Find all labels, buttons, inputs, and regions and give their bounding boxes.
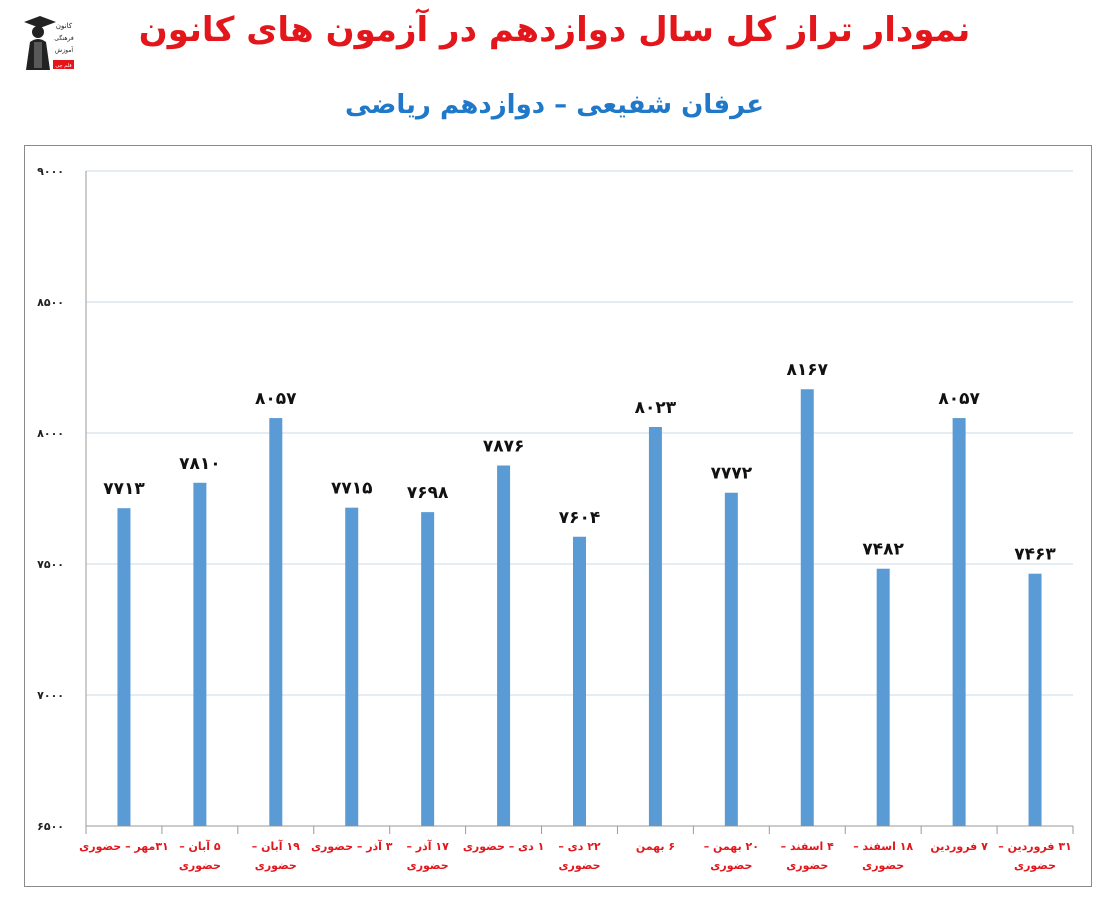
bar <box>269 418 283 826</box>
logo-text-1: کانون <box>56 22 73 30</box>
bar <box>497 465 511 826</box>
x-tick-label: ۵ آبان – <box>179 839 221 853</box>
data-label: ۷۷۱۵ <box>331 479 373 499</box>
chart-subtitle: عرفان شفیعی – دوازدهم ریاضی <box>344 90 765 120</box>
x-tick-label: ۷ فروردین <box>930 840 988 853</box>
kanoon-logo: کانون فرهنگی آموزش قلم چی <box>20 8 74 78</box>
bar <box>648 426 662 826</box>
x-tick-label: حضوری <box>179 859 221 872</box>
x-tick-label: حضوری <box>710 859 752 872</box>
y-tick-label: ۷۵۰۰ <box>37 558 64 571</box>
bar <box>573 536 586 826</box>
x-tick-label: ۱۹ آبان – <box>252 839 300 853</box>
y-tick-label: ۸۰۰۰ <box>37 427 64 440</box>
bar <box>952 418 966 826</box>
logo-text-4: قلم چی <box>55 63 72 69</box>
data-label: ۸۰۵۷ <box>255 389 297 409</box>
x-tick-label: حضوری <box>558 859 600 872</box>
logo-text-2: فرهنگی <box>54 34 74 42</box>
chart-title: نمودار تراز کل سال دوازدهم در آزمون های … <box>138 10 971 50</box>
data-label: ۷۸۷۶ <box>483 436 525 456</box>
x-tick-label: ۶ بهمن <box>636 840 675 853</box>
logo-text-3: آموزش <box>55 45 74 54</box>
data-label: ۷۶۹۸ <box>407 483 449 503</box>
x-tick-label: حضوری <box>255 859 297 872</box>
data-label: ۷۴۶۳ <box>1014 545 1056 565</box>
bar-chart: ۶۵۰۰ ۷۰۰۰ ۷۵۰۰ ۸۰۰۰ ۸۵۰۰ ۹۰۰۰ ۷۷۱۳ ۳۱مهر – حضور… <box>37 165 1074 872</box>
x-tick-label: ۴ اسفند – <box>781 840 835 853</box>
x-tick-label: ۲۰ بهمن – <box>704 840 759 853</box>
data-label: ۷۷۱۳ <box>103 479 145 499</box>
data-label: ۷۴۸۲ <box>862 540 904 560</box>
x-tick-label: ۲۲ دی – <box>558 840 601 853</box>
x-tick-label: حضوری <box>786 859 828 872</box>
bar <box>193 482 207 826</box>
x-tick-label: ۳ آذر – حضوری <box>311 839 393 853</box>
bar <box>117 508 131 826</box>
bar <box>876 568 890 826</box>
data-label: ۸۱۶۷ <box>787 360 829 380</box>
y-tick-label: ۹۰۰۰ <box>37 165 64 178</box>
bar <box>724 492 738 826</box>
bar <box>800 389 814 826</box>
x-tick-label: حضوری <box>407 859 449 872</box>
x-tick-label: ۳۱مهر – حضوری <box>79 840 169 853</box>
y-tick-label: ۸۵۰۰ <box>37 296 64 309</box>
data-label: ۷۶۰۴ <box>559 508 601 528</box>
data-label: ۷۷۷۲ <box>711 464 753 484</box>
y-tick-label: ۶۵۰۰ <box>37 820 64 833</box>
chart-frame: ۶۵۰۰ ۷۰۰۰ ۷۵۰۰ ۸۰۰۰ ۸۵۰۰ ۹۰۰۰ ۷۷۱۳ ۳۱مهر – حضور… <box>24 145 1092 887</box>
x-tick-label: ۱۷ آذر – <box>406 839 449 853</box>
data-label: ۸۰۲۳ <box>635 398 677 418</box>
y-tick-label: ۷۰۰۰ <box>37 689 64 702</box>
data-label: ۸۰۵۷ <box>938 389 980 409</box>
x-tick-label: ۱۸ اسفند – <box>853 840 913 853</box>
data-label: ۷۸۱۰ <box>179 454 221 474</box>
bar <box>1028 573 1042 826</box>
x-tick-label: حضوری <box>862 859 904 872</box>
x-tick-label: ۱ دی – حضوری <box>463 840 545 853</box>
bar <box>421 512 435 826</box>
x-tick-label: ۳۱ فروردین – <box>998 840 1072 853</box>
bar <box>345 507 359 826</box>
x-tick-label: حضوری <box>1014 859 1056 872</box>
